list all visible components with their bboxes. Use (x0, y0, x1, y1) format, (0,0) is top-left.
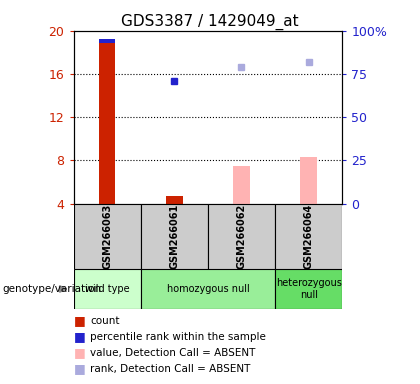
Bar (208, 204, 275, 269)
Bar (166, 196, 183, 204)
Bar (99, 40, 116, 204)
Text: count: count (90, 316, 120, 326)
Text: GSM266061: GSM266061 (169, 204, 179, 269)
Text: wild type: wild type (85, 284, 129, 294)
Text: homozygous null: homozygous null (166, 284, 249, 294)
Text: percentile rank within the sample: percentile rank within the sample (90, 332, 266, 342)
Bar (74, 269, 141, 309)
Text: GSM266062: GSM266062 (236, 204, 247, 269)
Bar (141, 204, 208, 269)
Text: GDS3387 / 1429049_at: GDS3387 / 1429049_at (121, 13, 299, 30)
Text: GSM266063: GSM266063 (102, 204, 112, 269)
Bar (99, 39, 116, 43)
Bar (141, 269, 275, 309)
Bar (74, 204, 141, 269)
Text: ■: ■ (74, 330, 85, 343)
Bar (233, 166, 250, 204)
Text: rank, Detection Call = ABSENT: rank, Detection Call = ABSENT (90, 364, 251, 374)
Text: heterozygous
null: heterozygous null (276, 278, 341, 300)
Text: GSM266064: GSM266064 (304, 204, 314, 269)
Bar (275, 269, 342, 309)
Text: ■: ■ (74, 346, 85, 359)
Text: ■: ■ (74, 362, 85, 376)
Text: genotype/variation: genotype/variation (2, 284, 101, 294)
Bar (275, 204, 342, 269)
Text: value, Detection Call = ABSENT: value, Detection Call = ABSENT (90, 348, 256, 358)
Bar (300, 157, 317, 204)
Text: ■: ■ (74, 314, 85, 327)
